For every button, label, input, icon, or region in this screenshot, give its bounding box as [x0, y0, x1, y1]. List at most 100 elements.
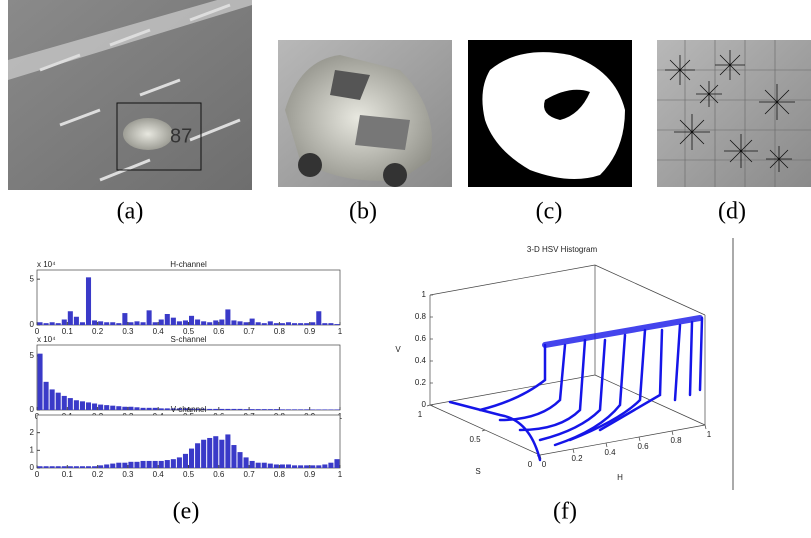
- z-tick-label: 0.6: [415, 334, 427, 343]
- bar: [134, 462, 139, 468]
- plot-frame: [37, 345, 340, 410]
- z-tick-label: 0.8: [415, 312, 427, 321]
- bar: [110, 322, 115, 325]
- x-tick-label: 0.9: [304, 327, 316, 336]
- x-tick-label: 0.8: [670, 436, 682, 445]
- bar: [165, 408, 170, 410]
- bar: [225, 309, 230, 325]
- x-tick-label: 0.2: [571, 454, 583, 463]
- bar: [110, 464, 115, 468]
- panel-label: (e): [173, 499, 200, 525]
- box-edge: [595, 265, 705, 315]
- bar: [183, 320, 188, 325]
- bar: [153, 408, 158, 410]
- bar: [128, 462, 133, 468]
- x-axis-label: H: [617, 473, 623, 482]
- bar: [50, 389, 55, 410]
- z-tick-label: 0.4: [415, 356, 427, 365]
- bar: [189, 449, 194, 468]
- bar: [201, 321, 206, 325]
- bar: [110, 406, 115, 410]
- subplot-title: V-channel: [171, 405, 207, 414]
- x-tick: [606, 443, 607, 447]
- y-tick-label: 0.5: [469, 435, 481, 444]
- x-tick-label: 0.1: [62, 327, 74, 336]
- x-tick-label: 1: [338, 327, 343, 336]
- bar: [292, 465, 297, 468]
- bar: [244, 409, 249, 410]
- y-tick-label: 1: [30, 445, 35, 454]
- bar: [334, 459, 339, 468]
- y-tick-label: 1: [418, 410, 423, 419]
- bar: [298, 465, 303, 468]
- bar: [189, 316, 194, 325]
- bar: [104, 405, 109, 410]
- image-d: [657, 40, 811, 187]
- box-edge: [430, 265, 595, 295]
- bar: [177, 321, 182, 325]
- x-tick-label: 0.7: [244, 470, 256, 479]
- bar: [147, 408, 152, 410]
- bar: [237, 321, 242, 325]
- tracking-id: 87: [170, 125, 192, 147]
- bar: [116, 406, 121, 410]
- x-tick: [573, 449, 574, 453]
- bar: [304, 323, 309, 325]
- bar: [62, 396, 67, 410]
- x-tick-label: 1: [707, 430, 712, 439]
- x-tick-label: 0: [35, 470, 40, 479]
- y-axis-label: S: [475, 467, 480, 476]
- image-b: [278, 40, 452, 187]
- bar: [256, 409, 261, 410]
- x-tick-label: 0.6: [213, 470, 225, 479]
- z-tick-label: 0: [422, 400, 427, 409]
- x-tick-label: 0.4: [153, 470, 165, 479]
- bar: [219, 440, 224, 468]
- bar: [171, 318, 176, 325]
- y-tick-label: 5: [30, 351, 35, 360]
- image-c: [468, 40, 632, 187]
- bar: [44, 382, 49, 410]
- bar: [147, 461, 152, 468]
- bar: [213, 320, 218, 325]
- x-tick-label: 0.8: [274, 470, 286, 479]
- bar: [328, 463, 333, 468]
- bar: [68, 398, 73, 410]
- bar: [92, 320, 97, 325]
- bar: [80, 401, 85, 410]
- bar: [280, 409, 285, 410]
- bar: [128, 322, 133, 325]
- panel-label: (f): [553, 499, 577, 525]
- bar: [165, 460, 170, 468]
- bar: [268, 464, 273, 468]
- bar: [50, 322, 55, 325]
- bar: [207, 322, 212, 325]
- x-tick-label: 0: [542, 460, 547, 469]
- x-tick-label: 0.7: [244, 327, 256, 336]
- bar: [159, 320, 164, 326]
- bar: [298, 409, 303, 410]
- bar: [250, 319, 255, 325]
- bar: [207, 409, 212, 410]
- bar: [86, 466, 91, 468]
- panel-label: (b): [349, 199, 377, 225]
- bar: [328, 323, 333, 325]
- y-tick-label: 5: [30, 274, 35, 283]
- bar: [50, 466, 55, 468]
- bar: [159, 461, 164, 468]
- y-tick-label: 2: [30, 428, 35, 437]
- bar: [116, 463, 121, 468]
- bar: [292, 323, 297, 325]
- z-tick-label: 0.2: [415, 378, 427, 387]
- x-tick: [705, 425, 706, 429]
- bar: [225, 409, 230, 410]
- x-tick-label: 1: [338, 470, 343, 479]
- bar: [304, 465, 309, 468]
- bar: [68, 466, 73, 468]
- bar: [141, 322, 146, 325]
- x-tick-label: 0.6: [637, 442, 649, 451]
- bar: [292, 409, 297, 410]
- bar: [38, 466, 43, 468]
- bar: [316, 465, 321, 468]
- bar: [92, 404, 97, 411]
